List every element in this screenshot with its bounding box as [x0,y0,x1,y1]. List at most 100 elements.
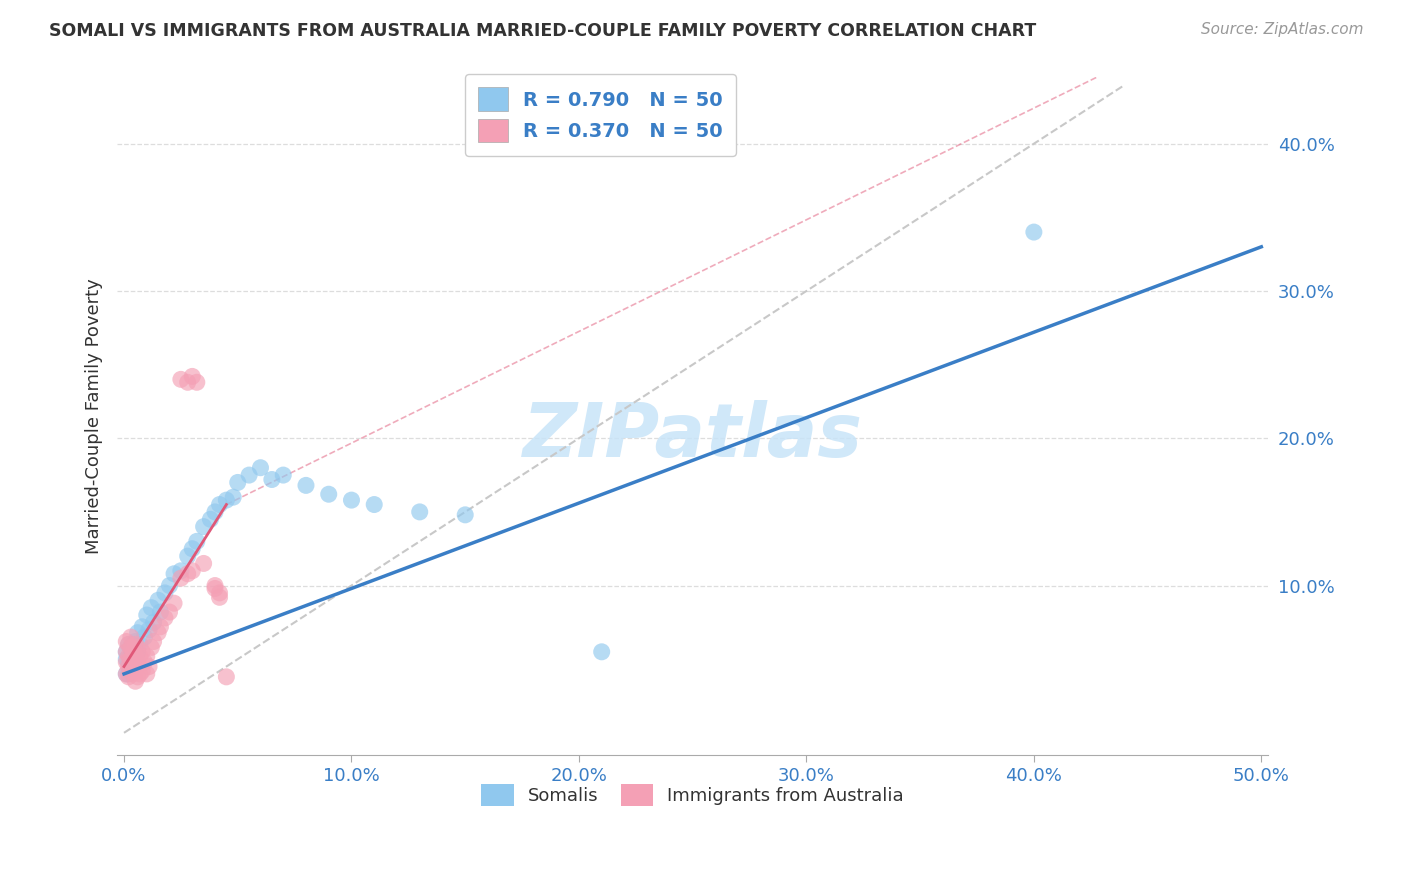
Point [141,640,163,655]
Point [129,637,152,651]
Point [120,652,142,666]
Point [170,372,193,386]
Point [120,640,142,655]
Point [170,564,193,578]
Point [135,666,157,681]
Point [149,620,172,634]
Point [129,666,152,681]
Point [115,666,138,681]
Point [204,582,226,596]
Point [318,487,340,501]
Text: SOMALI VS IMMIGRANTS FROM AUSTRALIA MARRIED-COUPLE FAMILY POVERTY CORRELATION CH: SOMALI VS IMMIGRANTS FROM AUSTRALIA MARR… [49,22,1036,40]
Point [163,596,186,610]
Point [131,620,153,634]
Point [124,674,146,689]
Point [142,634,165,648]
Point [135,607,157,622]
Point [134,655,156,669]
Point [159,578,181,592]
Point [181,369,204,384]
Point [127,625,149,640]
Point [208,591,231,605]
Point [115,634,138,648]
Point [127,640,149,655]
Point [295,478,318,492]
Point [124,652,146,666]
Point [215,493,238,508]
Point [208,498,231,512]
Point [208,586,231,600]
Point [127,645,149,659]
Point [177,566,200,581]
Y-axis label: Married-Couple Family Poverty: Married-Couple Family Poverty [86,278,103,554]
Point [124,664,146,678]
Point [141,600,163,615]
Point [340,493,363,508]
Point [181,564,204,578]
Point [193,557,215,571]
Point [122,645,145,659]
Point [454,508,477,522]
Point [186,376,208,390]
Point [117,655,139,669]
Point [117,666,139,681]
Point [122,637,145,651]
Point [122,659,145,673]
Point [115,645,138,659]
Point [131,645,153,659]
Point [249,460,271,475]
Point [238,468,260,483]
Point [117,637,139,651]
Point [1022,225,1045,239]
Point [146,625,169,640]
Point [260,473,283,487]
Point [204,505,226,519]
Point [135,649,157,664]
Point [120,640,142,655]
Point [117,670,139,684]
Point [129,649,152,664]
Point [120,630,142,644]
Point [127,655,149,669]
Point [142,615,165,630]
Point [134,630,156,644]
Point [115,666,138,681]
Point [120,649,142,664]
Point [127,670,149,684]
Point [215,670,238,684]
Point [117,659,139,673]
Point [170,571,193,585]
Point [131,664,153,678]
Point [146,593,169,607]
Point [409,505,432,519]
Point [177,549,200,563]
Point [122,655,145,669]
Point [115,655,138,669]
Point [117,637,139,651]
Point [181,541,204,556]
Point [226,475,249,490]
Point [222,490,245,504]
Point [117,649,139,664]
Point [122,666,145,681]
Text: Source: ZipAtlas.com: Source: ZipAtlas.com [1201,22,1364,37]
Text: ZIPatlas: ZIPatlas [523,400,863,473]
Point [124,637,146,651]
Point [186,534,208,549]
Point [177,376,200,390]
Point [149,605,172,619]
Point [153,586,176,600]
Point [271,468,294,483]
Point [363,498,385,512]
Point [124,634,146,648]
Point [138,623,160,637]
Point [124,649,146,664]
Point [120,664,142,678]
Point [204,578,226,592]
Point [159,605,181,619]
Point [153,611,176,625]
Point [193,519,215,533]
Point [120,664,142,678]
Point [115,652,138,666]
Point [138,659,160,673]
